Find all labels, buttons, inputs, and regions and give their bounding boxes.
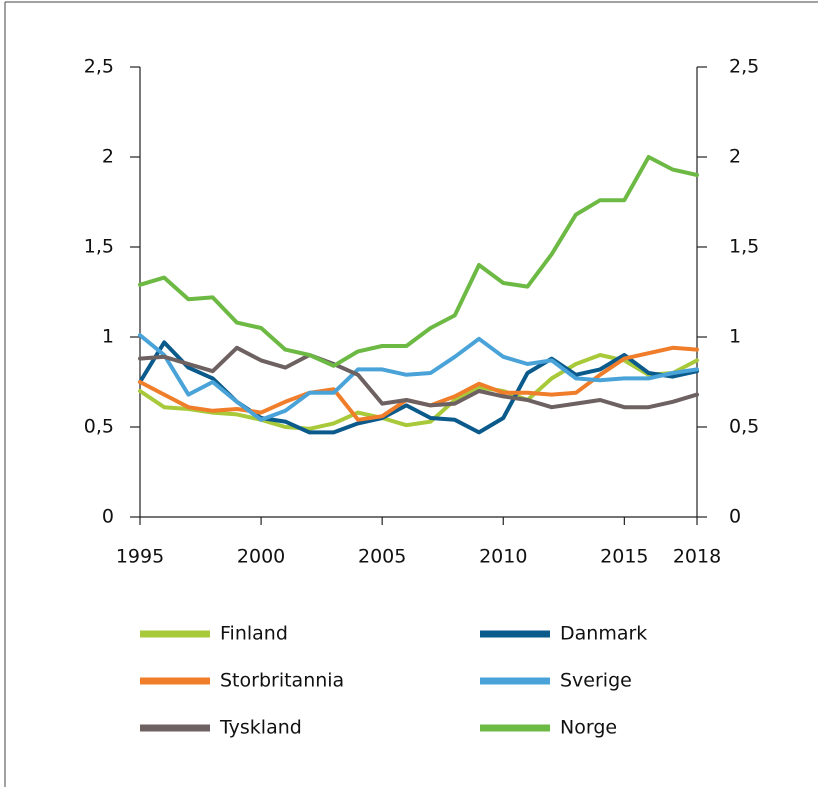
y2-tick-label: 0	[729, 506, 741, 528]
legend-label: Sverige	[560, 670, 632, 692]
legend-label: Norge	[560, 717, 617, 739]
series-line	[138, 353, 699, 431]
y2-tick-label: 2,5	[729, 56, 759, 78]
y2-tick-label: 0,5	[729, 416, 759, 438]
legend-label: Tyskland	[219, 717, 302, 739]
series-line	[138, 340, 699, 435]
y-tick-label: 0	[102, 506, 114, 528]
series-line	[138, 345, 699, 410]
y-tick-label: 1	[102, 326, 114, 348]
y-tick-label: 1,5	[84, 236, 114, 258]
x-tick-label: 2000	[237, 546, 285, 568]
legend-label: Storbritannia	[220, 670, 344, 692]
series-line	[138, 155, 699, 368]
y-tick-label: 2,5	[84, 56, 114, 78]
y2-tick-label: 1,5	[729, 236, 759, 258]
y2-tick-label: 1	[729, 326, 741, 348]
x-tick-label: 1995	[116, 546, 164, 568]
y2-tick-label: 2	[729, 146, 741, 168]
legend-label: Danmark	[560, 623, 647, 645]
y-tick-label: 2	[102, 146, 114, 168]
x-tick-label: 2015	[600, 546, 648, 568]
x-tick-label: 2005	[358, 546, 406, 568]
x-tick-label: 2010	[479, 546, 527, 568]
x-tick-label: 2018	[673, 546, 721, 568]
y-tick-label: 0,5	[84, 416, 114, 438]
series-line	[138, 333, 699, 422]
legend-label: Finland	[220, 623, 288, 645]
